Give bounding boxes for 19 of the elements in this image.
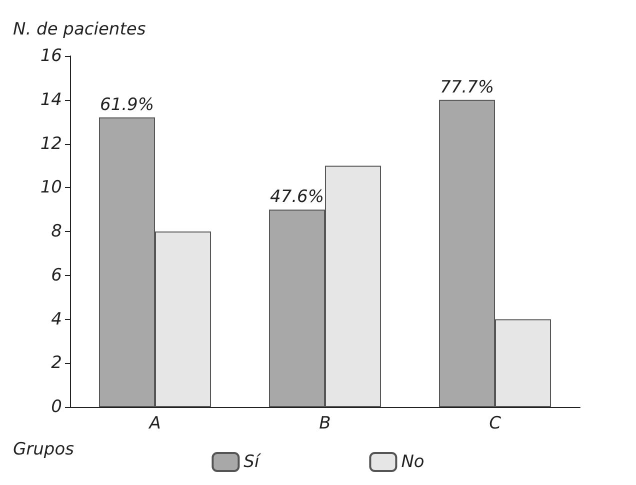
y-tick-label: 8 [51,222,62,242]
x-tick-label: C [489,414,502,434]
y-tick-label: 14 [40,90,62,110]
annotation: 47.6% [270,187,324,208]
y-tick-label: 10 [40,178,62,198]
y-tick-label: 0 [51,397,62,417]
y-tick-label: 2 [51,353,62,374]
annotation: 61.9% [100,94,154,115]
annotation: 77.7% [440,77,494,98]
legend-label: Sí [244,452,262,472]
legend-label: No [401,452,424,472]
y-tick-label: 12 [40,134,62,154]
y-tick-label: 16 [40,46,62,66]
x-axis-title: Grupos [13,440,74,460]
x-tick-label: B [319,414,331,434]
y-axis-title: N. de pacientes [13,20,146,40]
y-tick-label: 4 [51,309,62,330]
x-tick-label: A [148,414,161,434]
y-tick-label: 6 [51,265,62,286]
